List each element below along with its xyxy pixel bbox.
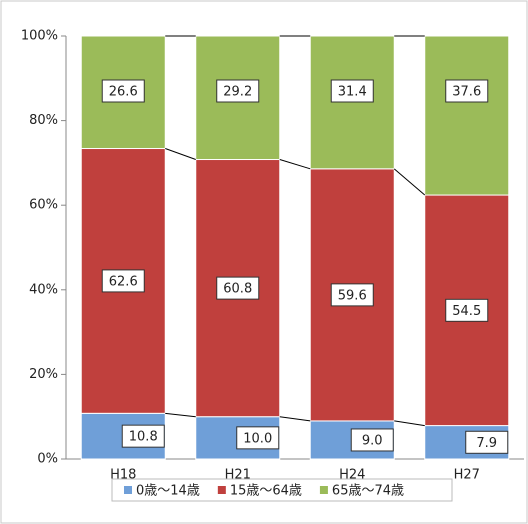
value-label: 29.2	[223, 85, 252, 100]
value-label: 31.4	[338, 85, 367, 100]
legend-label: 65歳～74歳	[332, 484, 404, 499]
value-label-box	[216, 276, 260, 300]
value-label-box	[101, 269, 145, 293]
value-label-box	[236, 426, 280, 450]
legend-label: 0歳～14歳	[136, 484, 200, 499]
value-label-box	[465, 430, 509, 454]
y-tick-label: 40%	[29, 282, 58, 297]
value-label-box	[121, 424, 165, 448]
y-tick-label: 60%	[29, 198, 58, 213]
value-label: 54.5	[452, 304, 481, 319]
value-label: 10.0	[243, 431, 272, 446]
legend-box	[111, 478, 453, 502]
value-label-box	[445, 79, 489, 103]
connector-line	[165, 148, 196, 160]
value-label-box	[350, 428, 394, 452]
connector-line	[279, 416, 311, 422]
y-tick-label: 100%	[21, 29, 58, 44]
value-label-box	[445, 298, 489, 322]
value-label: 60.8	[223, 282, 252, 297]
value-label: 62.6	[109, 274, 138, 289]
value-label: 9.0	[362, 433, 383, 448]
connector-line	[394, 420, 425, 427]
value-label: 37.6	[452, 85, 481, 100]
y-tick-label: 80%	[29, 113, 58, 128]
legend-swatch	[124, 486, 132, 494]
value-label: 26.6	[109, 85, 138, 100]
legend-swatch	[217, 486, 226, 494]
x-tick-label: H27	[454, 468, 480, 483]
value-label-box	[216, 79, 260, 103]
value-label: 7.9	[476, 436, 497, 451]
legend-swatch	[319, 486, 328, 494]
connector-line	[279, 159, 311, 170]
y-tick-label: 0%	[37, 452, 58, 467]
y-tick-label: 20%	[29, 367, 58, 382]
value-label: 10.8	[129, 430, 158, 445]
value-label-box	[101, 79, 145, 103]
bar-segment	[424, 35, 510, 196]
value-label: 59.6	[338, 288, 367, 303]
legend-label: 15歳～64歳	[230, 484, 302, 499]
value-label-box	[330, 79, 374, 103]
connector-line	[165, 412, 196, 418]
value-label-box	[330, 283, 374, 307]
connector-line	[393, 168, 426, 196]
